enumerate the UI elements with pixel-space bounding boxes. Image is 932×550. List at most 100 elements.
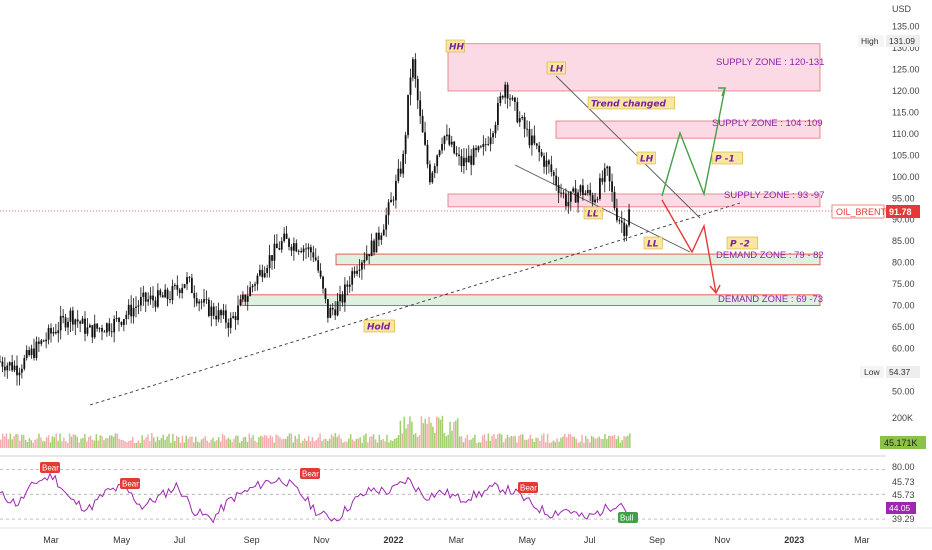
- bear-projection-path: [661, 199, 717, 294]
- volume-bar: [462, 442, 465, 448]
- candle-body: [477, 146, 480, 151]
- candle-body: [407, 94, 409, 136]
- candle-body: [543, 155, 545, 167]
- volume-bar: [541, 435, 543, 448]
- volume-bar: [581, 434, 583, 448]
- volume-bar: [217, 437, 220, 448]
- volume-bar: [309, 441, 312, 448]
- candle-body: [263, 272, 266, 278]
- candle-body: [402, 153, 405, 174]
- volume-bar: [342, 442, 344, 448]
- volume-bar: [221, 433, 224, 448]
- volume-bar: [487, 433, 490, 448]
- candle-body: [599, 178, 601, 199]
- volume-bar: [499, 433, 501, 448]
- candle-body: [254, 284, 256, 286]
- annotation-box: [726, 236, 759, 250]
- candle-body: [433, 166, 436, 173]
- candle-body: [205, 299, 208, 300]
- price-tick-label: 115.00: [892, 107, 919, 117]
- candle-body: [487, 144, 490, 145]
- candle-body: [582, 185, 584, 195]
- volume-bar: [162, 434, 165, 448]
- volume-bar: [183, 442, 186, 448]
- volume-bar: [403, 416, 405, 448]
- candle-body: [288, 238, 290, 247]
- volume-bar: [592, 437, 595, 448]
- candle-body: [467, 155, 470, 163]
- volume-bar: [395, 437, 398, 448]
- volume-bar: [240, 440, 243, 448]
- supply-zone: [555, 120, 821, 139]
- annotations: HH LH LH LL LL Hold Trend changed P -1 P -2: [363, 39, 759, 333]
- volume-bar: [569, 434, 572, 448]
- candle-body: [241, 294, 244, 300]
- candle-body: [424, 132, 426, 145]
- candle-body: [176, 284, 179, 290]
- bear-signal: [40, 462, 60, 473]
- volume-bar: [328, 438, 331, 448]
- candle-body: [227, 322, 230, 328]
- candle-body: [463, 157, 465, 166]
- volume-bar: [206, 440, 208, 448]
- volume-last-value: 45.171K: [884, 438, 918, 448]
- volume-bar: [594, 438, 597, 448]
- volume-bar: [485, 440, 488, 448]
- rsi-tick-80: 80.00: [892, 462, 915, 472]
- candle-body: [555, 175, 558, 186]
- supply-zone: [447, 43, 821, 92]
- candle-body: [625, 225, 628, 236]
- volume-bar: [131, 436, 134, 448]
- high-label: High: [861, 36, 879, 46]
- volume-bar: [399, 420, 402, 448]
- volume-bar: [552, 440, 555, 448]
- volume-bar: [500, 434, 503, 448]
- zone-label: SUPPLY ZONE : 120-131: [716, 57, 824, 68]
- currency-label: USD: [892, 4, 912, 14]
- candle-body: [69, 310, 72, 322]
- candle-body: [414, 59, 417, 79]
- volume-bar: [416, 436, 419, 448]
- candle-body: [57, 330, 60, 334]
- candle-body: [557, 185, 560, 194]
- volume-bar: [250, 437, 252, 448]
- volume-bar: [118, 438, 121, 448]
- candle-body: [497, 103, 499, 126]
- volume-bar: [543, 433, 545, 448]
- volume-bar: [382, 439, 384, 448]
- candle-body: [419, 100, 422, 116]
- volume-bar: [435, 416, 438, 448]
- volume-bar: [258, 437, 260, 448]
- candle-body: [207, 299, 210, 316]
- volume-bar: [193, 442, 195, 448]
- candle-body: [596, 198, 599, 200]
- volume-bar: [286, 436, 289, 448]
- candle-body: [251, 285, 254, 288]
- volume-bar: [525, 440, 528, 448]
- volume-bar: [407, 423, 409, 448]
- volume-bar: [495, 438, 497, 448]
- volume-bar: [319, 433, 321, 448]
- volume-bar: [414, 433, 417, 448]
- volume-bar: [30, 440, 33, 448]
- candle-body: [436, 155, 439, 167]
- rsi-line: [0, 472, 630, 524]
- candle-body: [118, 317, 120, 323]
- volume-bar: [455, 420, 457, 448]
- candle-body: [154, 300, 157, 307]
- price-axis[interactable]: [886, 0, 932, 550]
- volume-bar: [74, 434, 77, 448]
- candle-body: [533, 135, 536, 144]
- price-tick-label: 85.00: [892, 236, 915, 246]
- volume-bar: [296, 438, 298, 448]
- volume-bar: [590, 435, 593, 448]
- volume-bar: [177, 437, 180, 448]
- volume-bar: [479, 442, 482, 448]
- volume-bar: [470, 439, 472, 448]
- candle-body: [81, 318, 84, 324]
- candle-body: [399, 168, 402, 174]
- candle-body: [239, 299, 242, 306]
- candle-body: [385, 215, 388, 230]
- candle-body: [516, 102, 519, 123]
